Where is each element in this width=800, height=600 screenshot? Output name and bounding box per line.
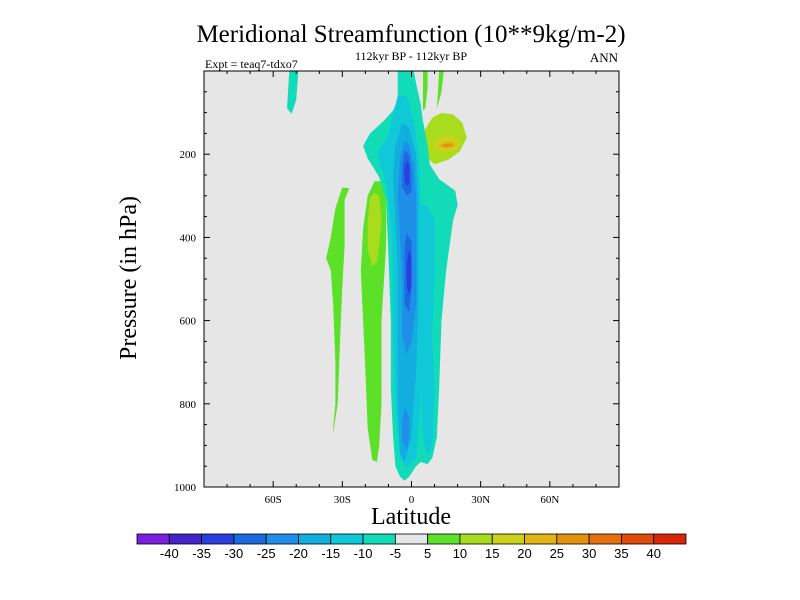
colorbar-label: -40 bbox=[160, 546, 179, 561]
colorbar-swatch bbox=[201, 533, 235, 545]
contour-region-sh-main-cell-10 bbox=[367, 192, 382, 267]
colorbar-label: 35 bbox=[614, 546, 628, 561]
colorbar-swatch bbox=[653, 533, 687, 545]
x-tick-label: 30S bbox=[334, 494, 351, 506]
contour-region-nh-mid-neg10 bbox=[420, 204, 435, 456]
colorbar-label: 25 bbox=[550, 546, 564, 561]
contour-region-sh-thin-plume-5 bbox=[326, 187, 350, 433]
chart-title: Meridional Streamfunction (10**9kg/m-2) bbox=[196, 21, 625, 48]
season-label: ANN bbox=[590, 50, 619, 65]
colorbar-label: -25 bbox=[257, 546, 276, 561]
colorbar-label: 30 bbox=[582, 546, 596, 561]
colorbar-label: -5 bbox=[390, 546, 402, 561]
colorbar-swatch bbox=[491, 533, 525, 545]
axis-ticks: 60S 30S 0 30N 60N 200 400 600 800 1000 bbox=[174, 71, 619, 506]
colorbar-swatch bbox=[524, 533, 558, 545]
colorbar-swatch bbox=[459, 533, 493, 545]
x-tick-label: 0 bbox=[409, 494, 415, 506]
contour-region-nh-upper-stalk-l bbox=[423, 71, 428, 111]
contour-region-eq-cell-neg30b bbox=[406, 249, 412, 296]
contour-region-sh-high-lat-tongue bbox=[287, 71, 299, 114]
contour-region-nh-upper-cell-25 bbox=[441, 143, 453, 148]
colorbar-label: -20 bbox=[289, 546, 308, 561]
colorbar-swatch bbox=[168, 533, 202, 545]
colorbar-label: -30 bbox=[224, 546, 243, 561]
y-tick-label: 800 bbox=[180, 399, 197, 411]
x-tick-label: 60N bbox=[540, 494, 559, 506]
chart-subtitle: 112kyr BP - 112kyr BP bbox=[355, 49, 467, 63]
y-tick-label: 400 bbox=[180, 232, 197, 244]
colorbar-label: 15 bbox=[485, 546, 499, 561]
colorbar-swatch bbox=[588, 533, 622, 545]
colorbar-swatch bbox=[265, 533, 299, 545]
colorbar-swatch bbox=[427, 533, 461, 545]
colorbar-label: -15 bbox=[321, 546, 340, 561]
colorbar-label: 10 bbox=[453, 546, 467, 561]
colorbar-swatch bbox=[298, 533, 332, 545]
contour-fills bbox=[287, 71, 467, 481]
colorbar-label: 40 bbox=[646, 546, 660, 561]
colorbar-swatch bbox=[136, 533, 170, 545]
experiment-label: Expt = teaq7-tdxo7 bbox=[205, 57, 298, 71]
y-axis-label: Pressure (in hPa) bbox=[116, 196, 142, 360]
colorbar: -40 -35 -30 -25 -20 -15 -10 -5 5 10 15 20 25 30 35 40 bbox=[136, 533, 687, 561]
contour-region-sh-main-cell-5 bbox=[360, 181, 387, 462]
colorbar-swatch bbox=[233, 533, 267, 545]
colorbar-swatch bbox=[556, 533, 590, 545]
colorbar-label: -35 bbox=[192, 546, 211, 561]
contour-region-nh-upper-stalk-r bbox=[436, 71, 444, 109]
contour-region-eq-cell-neg30 bbox=[404, 160, 410, 187]
y-tick-label: 200 bbox=[180, 149, 197, 161]
y-tick-label: 600 bbox=[180, 316, 197, 328]
colorbar-label: 20 bbox=[517, 546, 531, 561]
x-tick-label: 30N bbox=[471, 494, 490, 506]
x-axis-label: Latitude bbox=[371, 504, 451, 530]
colorbar-label: 5 bbox=[424, 546, 431, 561]
y-tick-label: 1000 bbox=[174, 482, 197, 494]
colorbar-swatch bbox=[330, 533, 364, 545]
colorbar-swatch bbox=[394, 533, 429, 545]
colorbar-label: -10 bbox=[354, 546, 373, 561]
contour-region-eq-lower-neg20 bbox=[402, 408, 410, 450]
x-tick-label: 60S bbox=[265, 494, 282, 506]
colorbar-swatch bbox=[621, 533, 655, 545]
colorbar-swatch bbox=[362, 533, 396, 545]
